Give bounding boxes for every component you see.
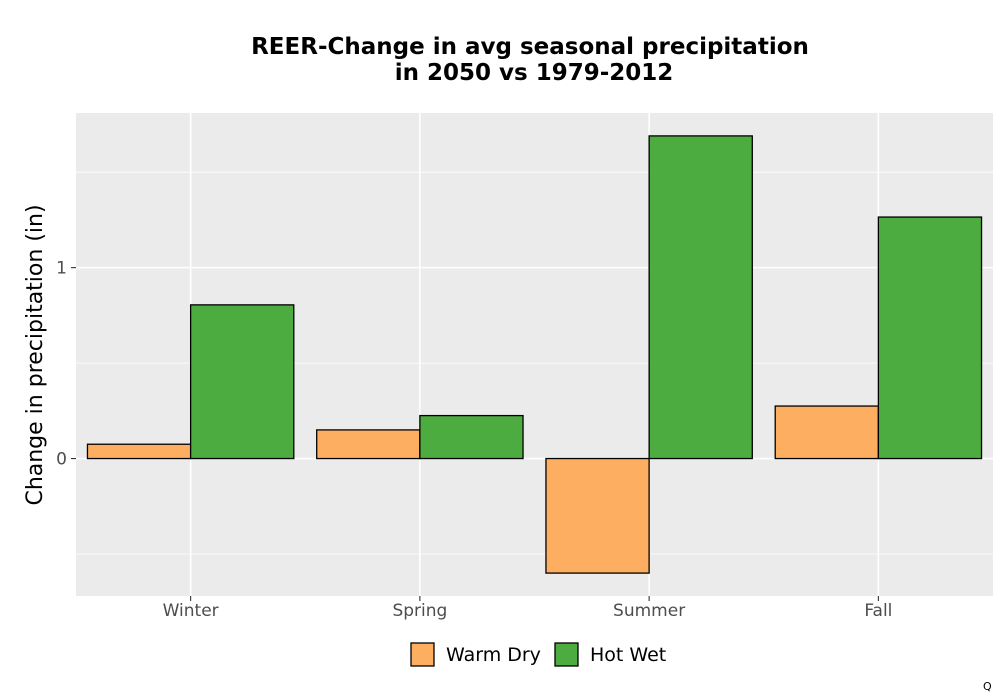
bar-hot-wet-winter: [189, 304, 295, 460]
bar-hot-wet-summer: [648, 135, 753, 460]
y-axis-ticks: 01: [56, 259, 76, 470]
bar-hot-wet-spring: [419, 414, 524, 460]
legend-key-warm-dry: [410, 642, 435, 667]
x-tick-label-spring: Spring: [392, 601, 447, 621]
legend-label-warm-dry: Warm Dry: [446, 644, 541, 666]
x-tick-label-fall: Fall: [864, 601, 892, 621]
legend-key-hot-wet: [554, 642, 579, 667]
bar-warm-dry-winter: [86, 443, 192, 460]
legend-label-hot-wet: Hot Wet: [590, 644, 666, 666]
y-axis-title: Change in precipitation (in): [23, 204, 48, 505]
bars: [86, 135, 983, 574]
legend: Warm Dry Hot Wet: [410, 642, 666, 667]
bar-warm-dry-spring: [316, 429, 421, 460]
x-tick-label-winter: Winter: [163, 601, 219, 621]
chart-title-line-2: in 2050 vs 1979-2012: [395, 60, 674, 86]
y-tick-label: 0: [56, 450, 67, 470]
x-axis-ticks: Winter Spring Summer Fall: [163, 596, 892, 621]
bar-warm-dry-fall: [774, 405, 880, 460]
x-tick-label-summer: Summer: [613, 601, 685, 621]
bar-hot-wet-fall: [877, 216, 983, 460]
bar-warm-dry-summer: [545, 457, 650, 574]
corner-mark: Q: [983, 680, 992, 693]
y-tick-label: 1: [56, 259, 67, 279]
chart-title-line-1: REER-Change in avg seasonal precipitatio…: [251, 34, 809, 60]
